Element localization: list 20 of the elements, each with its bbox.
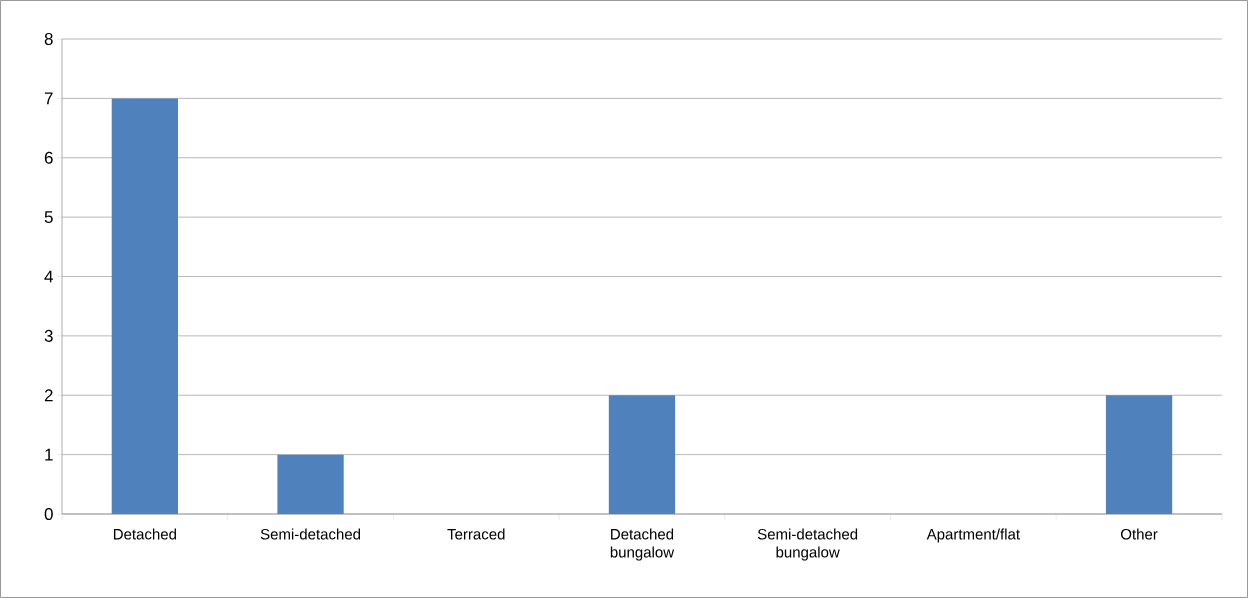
y-tick-label: 8 <box>44 32 53 46</box>
x-tick-label: Detached bungalow <box>610 528 675 561</box>
x-tick-label: Semi-detached <box>260 528 361 540</box>
x-tick-label: Other <box>1121 528 1158 540</box>
bar <box>277 454 344 514</box>
y-tick-label: 5 <box>44 211 53 224</box>
bar <box>1105 395 1173 514</box>
y-tick-label: 3 <box>44 329 53 342</box>
x-tick-label: Apartment/flat <box>926 528 1020 543</box>
y-tick-label: 0 <box>44 507 53 521</box>
y-tick-label: 2 <box>44 389 53 402</box>
y-tick-label: 7 <box>44 92 53 105</box>
x-tick-label: Terraced <box>447 528 505 540</box>
x-tick-label: Detached <box>113 528 176 540</box>
bar <box>111 98 178 514</box>
bar <box>608 395 676 514</box>
x-tick-label: Semi-detached bungalow <box>757 528 858 561</box>
y-tick-label: 6 <box>44 151 53 164</box>
y-tick-label: 1 <box>45 448 53 461</box>
y-tick-label: 4 <box>44 270 53 283</box>
